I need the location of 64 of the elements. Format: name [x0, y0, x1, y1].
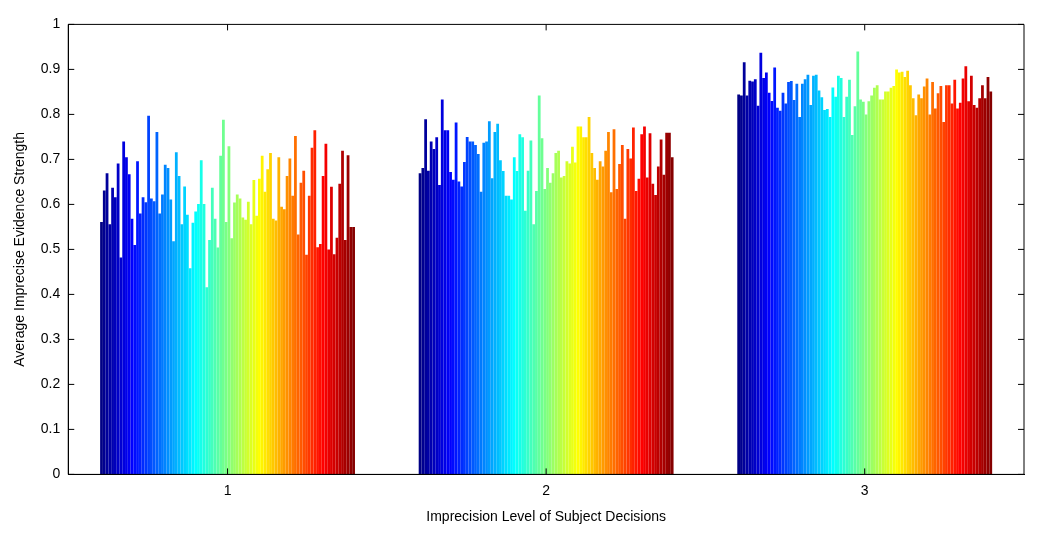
bar [313, 130, 317, 475]
bar [607, 131, 610, 475]
y-tick-label: 0.2 [40, 375, 61, 392]
bar [246, 201, 250, 475]
bar [288, 158, 292, 475]
y-axis-title: Average Imprecise Evidence Strength [11, 132, 28, 367]
y-tick-label: 0.5 [40, 240, 61, 257]
y-tick-label: 0.8 [40, 105, 61, 122]
x-tick-label: 1 [223, 481, 232, 498]
y-tick-label: 0.3 [40, 330, 61, 347]
bar [147, 115, 150, 475]
bar [981, 85, 984, 475]
bar [742, 62, 746, 475]
y-tick-label: 0.6 [40, 195, 61, 212]
y-tick-label: 0.4 [40, 285, 61, 302]
x-axis-title: Imprecision Level of Subject Decisions [426, 508, 666, 525]
bar [620, 145, 624, 475]
bar [429, 141, 433, 475]
bar [260, 155, 264, 475]
bar [222, 119, 225, 475]
bar [440, 99, 444, 475]
bar [831, 87, 835, 475]
bar [800, 83, 804, 475]
bar [632, 127, 635, 475]
bar [199, 160, 203, 475]
bar [512, 157, 516, 475]
bar [759, 52, 763, 475]
bar [116, 163, 120, 475]
bar [277, 157, 281, 475]
bar [906, 70, 910, 475]
bar [183, 186, 186, 475]
bar [235, 194, 239, 475]
bar [487, 121, 491, 475]
bar [598, 161, 602, 475]
bar [803, 79, 807, 475]
bar [969, 75, 973, 475]
bar [294, 136, 297, 475]
bar [626, 149, 630, 475]
bar [465, 136, 469, 475]
bar [795, 83, 799, 475]
bar [122, 141, 126, 475]
bar [341, 150, 344, 475]
y-tick-label: 0.1 [40, 420, 61, 437]
bar [136, 161, 139, 475]
bar [302, 170, 306, 475]
x-tick-label: 3 [860, 481, 869, 498]
bar [252, 180, 256, 475]
y-tick-label: 0.9 [40, 60, 61, 77]
bar [111, 187, 114, 475]
bar [856, 51, 860, 475]
bar [330, 186, 333, 475]
bar [496, 123, 500, 475]
bar [773, 67, 777, 475]
bar [764, 72, 768, 475]
y-tick-label: 0 [52, 465, 61, 482]
bar [537, 95, 541, 475]
bar [953, 79, 957, 475]
bar [174, 152, 178, 475]
x-tick-label: 2 [542, 481, 551, 498]
bar [964, 66, 968, 475]
y-tick-label: 0.7 [40, 150, 61, 167]
bar [931, 82, 934, 475]
y-tick-label: 1 [52, 15, 61, 32]
bar [424, 119, 428, 475]
